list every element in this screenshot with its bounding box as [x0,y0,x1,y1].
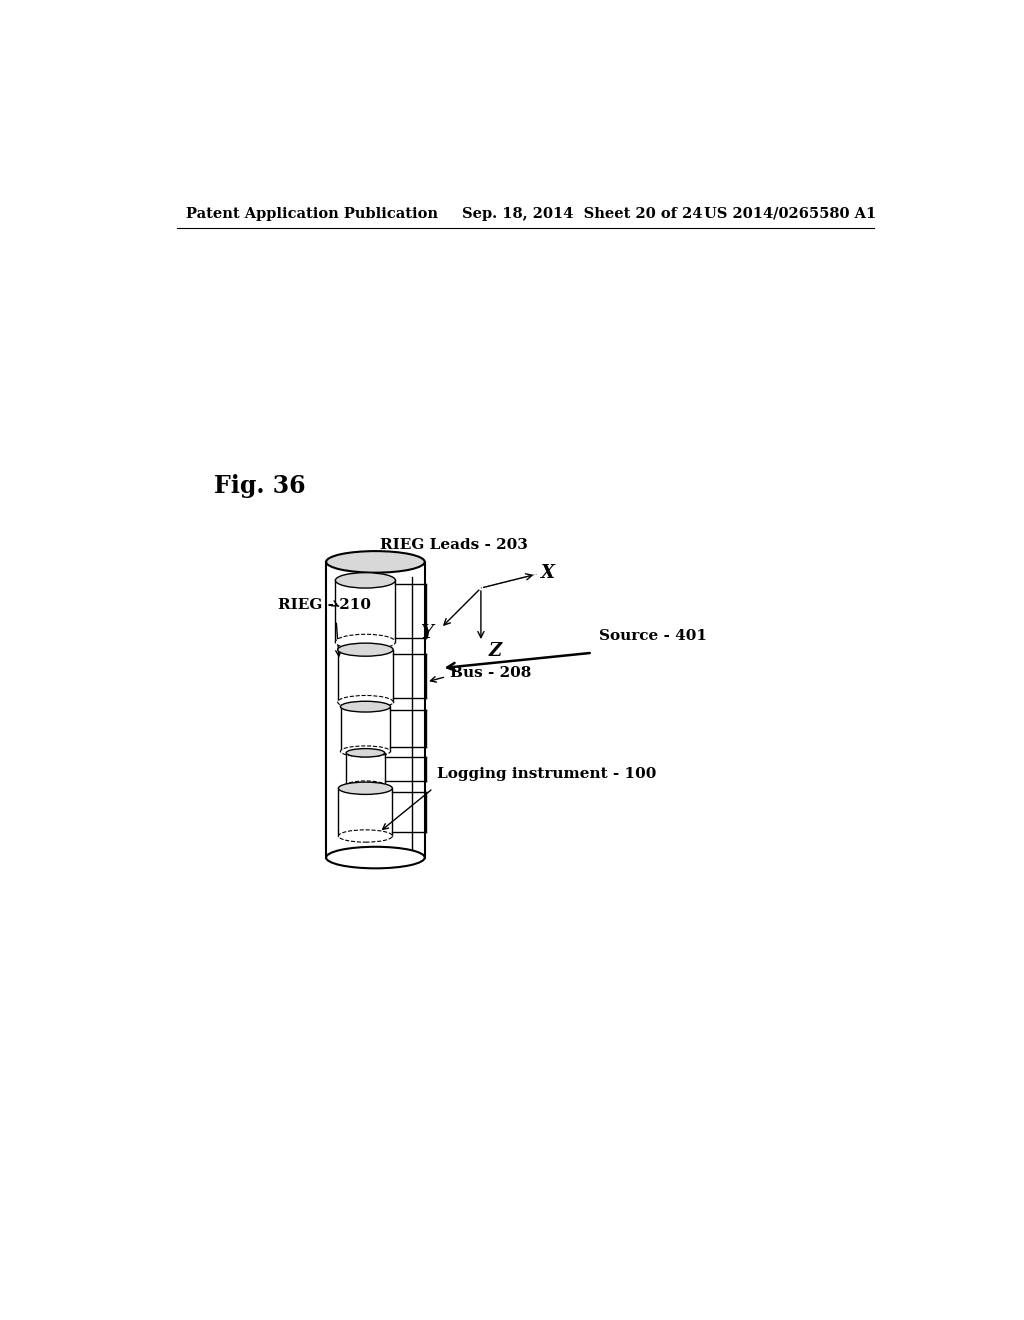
Ellipse shape [339,781,392,795]
Text: X: X [541,564,555,582]
Ellipse shape [346,781,385,789]
Text: Patent Application Publication: Patent Application Publication [186,207,438,220]
Ellipse shape [338,696,393,709]
Text: US 2014/0265580 A1: US 2014/0265580 A1 [705,207,877,220]
Text: Z: Z [488,642,502,660]
Ellipse shape [326,552,425,573]
Text: RIEG Leads - 203: RIEG Leads - 203 [380,539,528,552]
Text: RIEG - 210: RIEG - 210 [279,598,372,612]
Ellipse shape [336,573,395,589]
Text: Source - 401: Source - 401 [599,628,707,643]
Text: Fig. 36: Fig. 36 [214,474,305,498]
Ellipse shape [340,701,390,711]
Ellipse shape [336,635,395,649]
Text: Y: Y [420,624,433,642]
Ellipse shape [340,746,390,756]
Ellipse shape [346,748,385,758]
Ellipse shape [326,847,425,869]
Text: Bus - 208: Bus - 208 [451,665,531,680]
Ellipse shape [339,830,392,842]
Ellipse shape [338,643,393,656]
Text: Sep. 18, 2014  Sheet 20 of 24: Sep. 18, 2014 Sheet 20 of 24 [462,207,702,220]
Text: Logging instrument - 100: Logging instrument - 100 [437,767,656,781]
